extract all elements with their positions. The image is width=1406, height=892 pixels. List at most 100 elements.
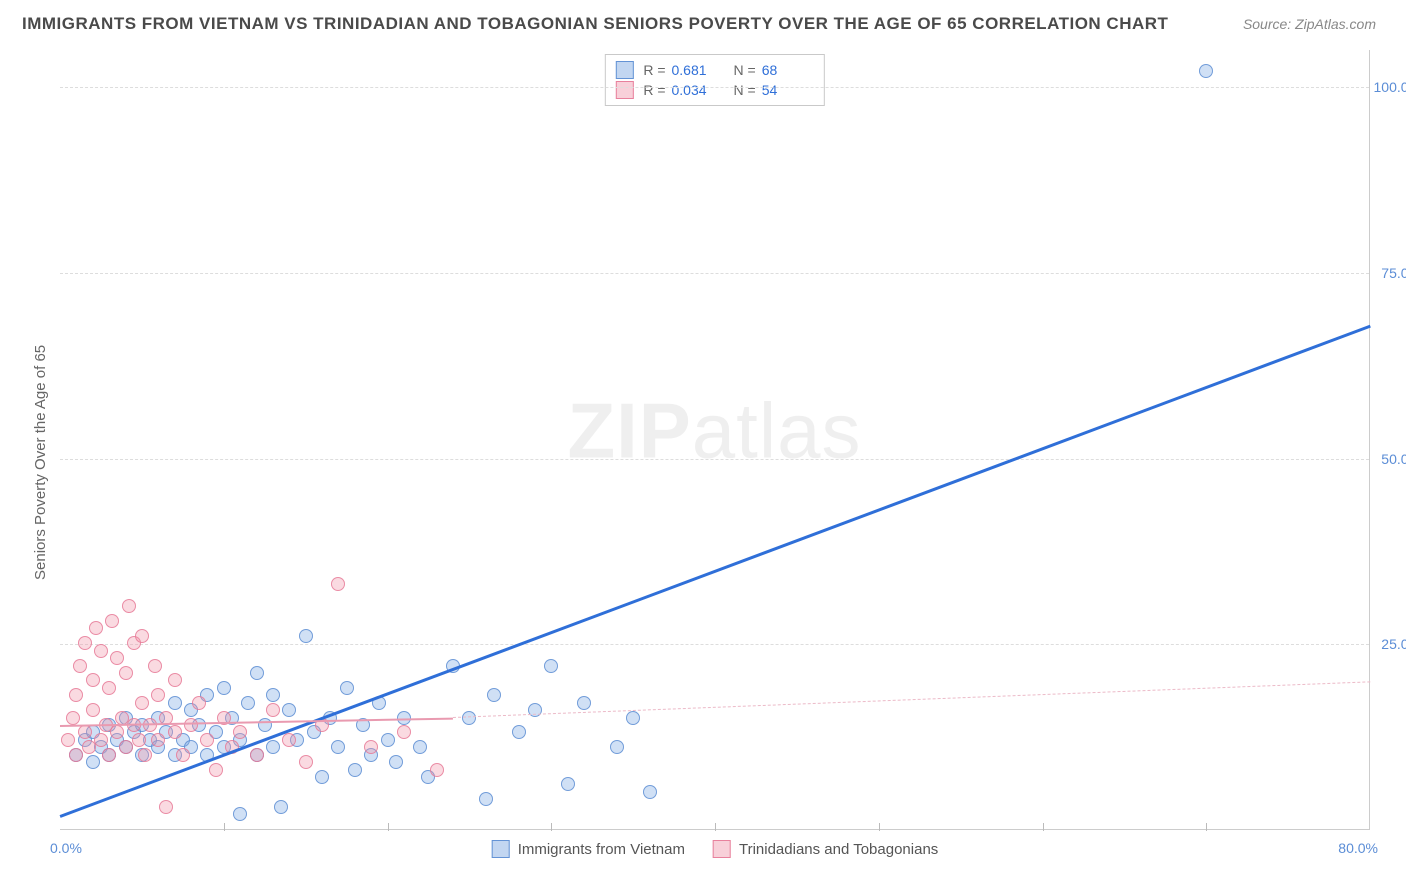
data-point	[148, 659, 162, 673]
y-tick-label: 75.0%	[1381, 265, 1406, 281]
x-tick	[879, 823, 880, 831]
data-point	[200, 733, 214, 747]
x-axis-max-label: 80.0%	[1338, 840, 1378, 856]
legend-correlation: R =0.681N =68R =0.034N =54	[604, 54, 824, 106]
data-point	[430, 763, 444, 777]
data-point	[119, 666, 133, 680]
data-point	[610, 740, 624, 754]
data-point	[89, 621, 103, 635]
chart-title: IMMIGRANTS FROM VIETNAM VS TRINIDADIAN A…	[22, 14, 1168, 34]
data-point	[577, 696, 591, 710]
data-point	[381, 733, 395, 747]
data-point	[282, 703, 296, 717]
data-point	[1199, 64, 1213, 78]
data-point	[132, 733, 146, 747]
data-point	[364, 740, 378, 754]
r-value: 0.034	[672, 82, 716, 98]
data-point	[102, 681, 116, 695]
data-point	[168, 696, 182, 710]
data-point	[102, 748, 116, 762]
data-point	[119, 740, 133, 754]
data-point	[151, 733, 165, 747]
legend-item: Immigrants from Vietnam	[492, 840, 685, 858]
data-point	[69, 748, 83, 762]
data-point	[86, 755, 100, 769]
data-point	[110, 725, 124, 739]
data-point	[135, 696, 149, 710]
data-point	[78, 725, 92, 739]
data-point	[643, 785, 657, 799]
legend-label: Trinidadians and Tobagonians	[739, 841, 938, 858]
x-tick	[1206, 823, 1207, 831]
legend-row: R =0.681N =68	[615, 61, 813, 79]
data-point	[86, 703, 100, 717]
data-point	[331, 740, 345, 754]
data-point	[250, 666, 264, 680]
data-point	[487, 688, 501, 702]
data-point	[209, 763, 223, 777]
legend-swatch	[615, 81, 633, 99]
data-point	[250, 748, 264, 762]
data-point	[159, 800, 173, 814]
x-tick	[224, 823, 225, 831]
data-point	[544, 659, 558, 673]
data-point	[86, 673, 100, 687]
data-point	[73, 659, 87, 673]
legend-swatch	[713, 840, 731, 858]
data-point	[217, 681, 231, 695]
data-point	[168, 725, 182, 739]
data-point	[233, 807, 247, 821]
legend-swatch	[492, 840, 510, 858]
watermark-rest: atlas	[692, 386, 862, 474]
data-point	[94, 644, 108, 658]
y-axis-title: Seniors Poverty Over the Age of 65	[32, 345, 49, 580]
watermark: ZIPatlas	[567, 385, 861, 476]
x-tick	[715, 823, 716, 831]
data-point	[479, 792, 493, 806]
data-point	[340, 681, 354, 695]
data-point	[151, 688, 165, 702]
data-point	[176, 748, 190, 762]
data-point	[138, 748, 152, 762]
data-point	[233, 725, 247, 739]
data-point	[413, 740, 427, 754]
gridline	[60, 87, 1369, 88]
gridline	[60, 459, 1369, 460]
legend-series: Immigrants from Vietnam Trinidadians and …	[492, 840, 939, 858]
data-point	[122, 599, 136, 613]
data-point	[626, 711, 640, 725]
x-axis-min-label: 0.0%	[50, 840, 82, 856]
data-point	[61, 733, 75, 747]
data-point	[315, 770, 329, 784]
data-point	[110, 651, 124, 665]
scatter-plot: ZIPatlas R =0.681N =68R =0.034N =54 25.0…	[60, 50, 1370, 830]
data-point	[66, 711, 80, 725]
data-point	[282, 733, 296, 747]
legend-row: R =0.034N =54	[615, 81, 813, 99]
n-value: 54	[762, 82, 806, 98]
data-point	[512, 725, 526, 739]
data-point	[69, 688, 83, 702]
x-tick	[1043, 823, 1044, 831]
y-tick-label: 25.0%	[1381, 636, 1406, 652]
data-point	[184, 718, 198, 732]
legend-label: Immigrants from Vietnam	[518, 841, 685, 858]
gridline	[60, 273, 1369, 274]
r-value: 0.681	[672, 62, 716, 78]
data-point	[462, 711, 476, 725]
data-point	[78, 636, 92, 650]
y-tick-label: 50.0%	[1381, 451, 1406, 467]
data-point	[192, 696, 206, 710]
y-tick-label: 100.0%	[1374, 79, 1406, 95]
chart-area: Seniors Poverty Over the Age of 65 ZIPat…	[60, 50, 1370, 830]
data-point	[266, 740, 280, 754]
gridline	[60, 644, 1369, 645]
data-point	[348, 763, 362, 777]
data-point	[528, 703, 542, 717]
data-point	[274, 800, 288, 814]
data-point	[397, 725, 411, 739]
r-label: R =	[643, 62, 665, 78]
source-attribution: Source: ZipAtlas.com	[1243, 16, 1376, 32]
data-point	[266, 703, 280, 717]
trend-line	[60, 325, 1371, 818]
